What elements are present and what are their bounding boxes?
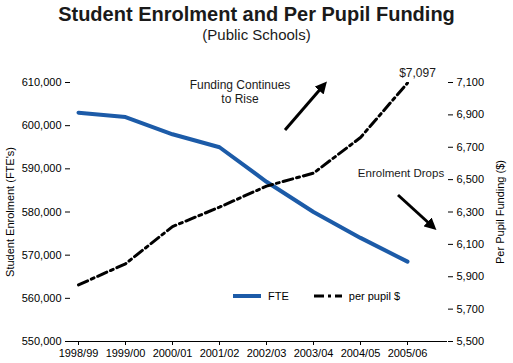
svg-text:550,000: 550,000 bbox=[22, 335, 62, 347]
html-text:FTE: FTE bbox=[268, 290, 289, 302]
svg-text:600,000: 600,000 bbox=[22, 119, 62, 131]
svg-text:2000/01: 2000/01 bbox=[153, 347, 193, 359]
svg-text:610,000: 610,000 bbox=[22, 76, 62, 88]
svg-text:6,700: 6,700 bbox=[457, 141, 485, 153]
svg-text:6,300: 6,300 bbox=[457, 206, 485, 218]
svg-text:6,900: 6,900 bbox=[457, 108, 485, 120]
svg-text:590,000: 590,000 bbox=[22, 162, 62, 174]
svg-text:5,900: 5,900 bbox=[457, 270, 485, 282]
svg-text:6,500: 6,500 bbox=[457, 173, 485, 185]
svg-text:2002/03: 2002/03 bbox=[247, 347, 287, 359]
html-text:(Public Schools): (Public Schools) bbox=[202, 26, 311, 43]
svg-text:7,100: 7,100 bbox=[457, 76, 485, 88]
svg-text:1999/00: 1999/00 bbox=[106, 347, 146, 359]
svg-text:5,500: 5,500 bbox=[457, 335, 485, 347]
svg-text:2003/04: 2003/04 bbox=[294, 347, 334, 359]
svg-text:2004/05: 2004/05 bbox=[341, 347, 381, 359]
html-text:Student Enrolment and Per Pupi: Student Enrolment and Per Pupil Funding bbox=[58, 3, 455, 25]
html-text:Funding Continues to Rise: Funding Continues to Rise bbox=[189, 78, 291, 106]
svg-text:2005/06: 2005/06 bbox=[388, 347, 428, 359]
svg-text:570,000: 570,000 bbox=[22, 249, 62, 261]
svg-text:1998/99: 1998/99 bbox=[59, 347, 99, 359]
html-text:per pupil $: per pupil $ bbox=[348, 290, 401, 302]
html-text:Enrolment Drops: Enrolment Drops bbox=[357, 167, 445, 179]
svg-text:$7,097: $7,097 bbox=[399, 66, 436, 80]
svg-text:Per Pupil Funding ($): Per Pupil Funding ($) bbox=[494, 160, 506, 264]
svg-text:560,000: 560,000 bbox=[22, 292, 62, 304]
svg-text:580,000: 580,000 bbox=[22, 206, 62, 218]
svg-text:Student Enrolment (FTE's): Student Enrolment (FTE's) bbox=[4, 147, 16, 277]
svg-text:6,100: 6,100 bbox=[457, 238, 485, 250]
svg-text:5,700: 5,700 bbox=[457, 303, 485, 315]
svg-text:2001/02: 2001/02 bbox=[200, 347, 240, 359]
